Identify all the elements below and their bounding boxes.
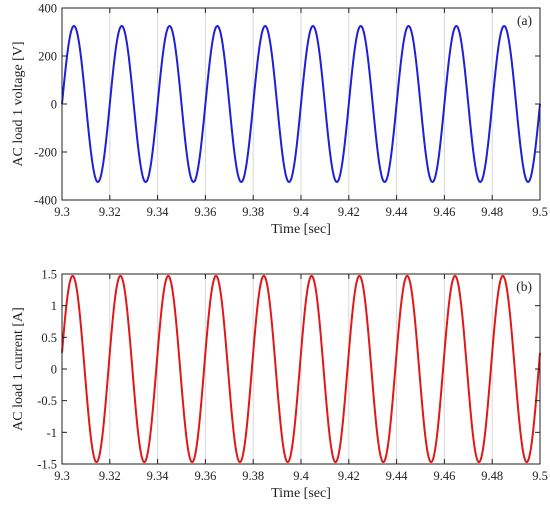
voltage-y-tick-label: 200 (38, 50, 57, 64)
current-y-tick-label: 1.5 (41, 268, 57, 282)
current-y-tick-label: -0.5 (37, 394, 57, 408)
voltage-x-tick-label: 9.32 (99, 205, 121, 219)
current-x-axis-label: Time [sec] (271, 486, 331, 501)
current-x-tick-label: 9.3 (54, 469, 70, 483)
voltage-y-tick-label: -200 (34, 146, 57, 160)
current-y-axis-label: AC load 1 current [A] (11, 307, 26, 431)
voltage-x-tick-label: 9.3 (54, 205, 70, 219)
current-x-tick-label: 9.42 (338, 469, 360, 483)
current-x-tick-label: 9.5 (532, 469, 548, 483)
current-x-tick-label: 9.44 (386, 469, 409, 483)
voltage-x-tick-label: 9.42 (338, 205, 360, 219)
current-x-tick-label: 9.32 (99, 469, 121, 483)
current-series-line (61, 274, 541, 464)
voltage-x-axis-label: Time [sec] (271, 222, 331, 237)
current-y-tick-label: 0.5 (41, 331, 57, 345)
current-y-ticks: -1.5 -1 -0.5 0 0.5 1 1.5 (37, 268, 540, 472)
voltage-x-tick-label: 9.4 (293, 205, 309, 219)
voltage-chart: 9.3 9.32 9.34 9.36 9.38 9.4 9.42 9.44 9.46 9.48 9.… (11, 2, 548, 238)
voltage-x-tick-label: 9.5 (532, 205, 548, 219)
current-x-tick-label: 9.48 (481, 469, 503, 483)
voltage-panel-label: (a) (517, 13, 532, 28)
current-y-tick-label: 1 (51, 299, 57, 313)
current-chart: 9.3 9.32 9.34 9.36 9.38 9.4 9.42 9.44 9.46 9.48 9.… (11, 268, 548, 502)
voltage-y-tick-label: 0 (51, 98, 57, 112)
voltage-x-tick-label: 9.48 (481, 205, 503, 219)
current-x-tick-label: 9.4 (293, 469, 309, 483)
current-y-tick-label: -1 (47, 426, 57, 440)
voltage-y-axis-label: AC load 1 voltage [V] (11, 41, 26, 166)
voltage-series-line (61, 24, 541, 184)
voltage-x-tick-label: 9.46 (433, 205, 455, 219)
current-y-tick-label: -1.5 (37, 458, 57, 472)
voltage-y-tick-label: -400 (34, 194, 57, 208)
voltage-x-tick-label: 9.34 (147, 205, 170, 219)
voltage-x-tick-label: 9.44 (386, 205, 409, 219)
voltage-x-tick-label: 9.36 (194, 205, 216, 219)
current-x-tick-label: 9.36 (194, 469, 216, 483)
current-x-tick-label: 9.46 (433, 469, 455, 483)
current-x-ticks: 9.3 9.32 9.34 9.36 9.38 9.4 9.42 9.44 9.46 9.48 9.… (54, 274, 548, 483)
current-x-tick-label: 9.34 (147, 469, 170, 483)
voltage-y-ticks: -400 -200 0 200 400 (34, 2, 540, 208)
current-panel-label: (b) (516, 279, 532, 294)
voltage-x-tick-label: 9.38 (242, 205, 264, 219)
voltage-y-tick-label: 400 (38, 2, 57, 16)
current-grid (109, 274, 493, 464)
current-y-tick-label: 0 (51, 363, 57, 377)
current-x-tick-label: 9.38 (242, 469, 264, 483)
voltage-x-ticks: 9.3 9.32 9.34 9.36 9.38 9.4 9.42 9.44 9.46 9.48 9.… (54, 8, 548, 219)
